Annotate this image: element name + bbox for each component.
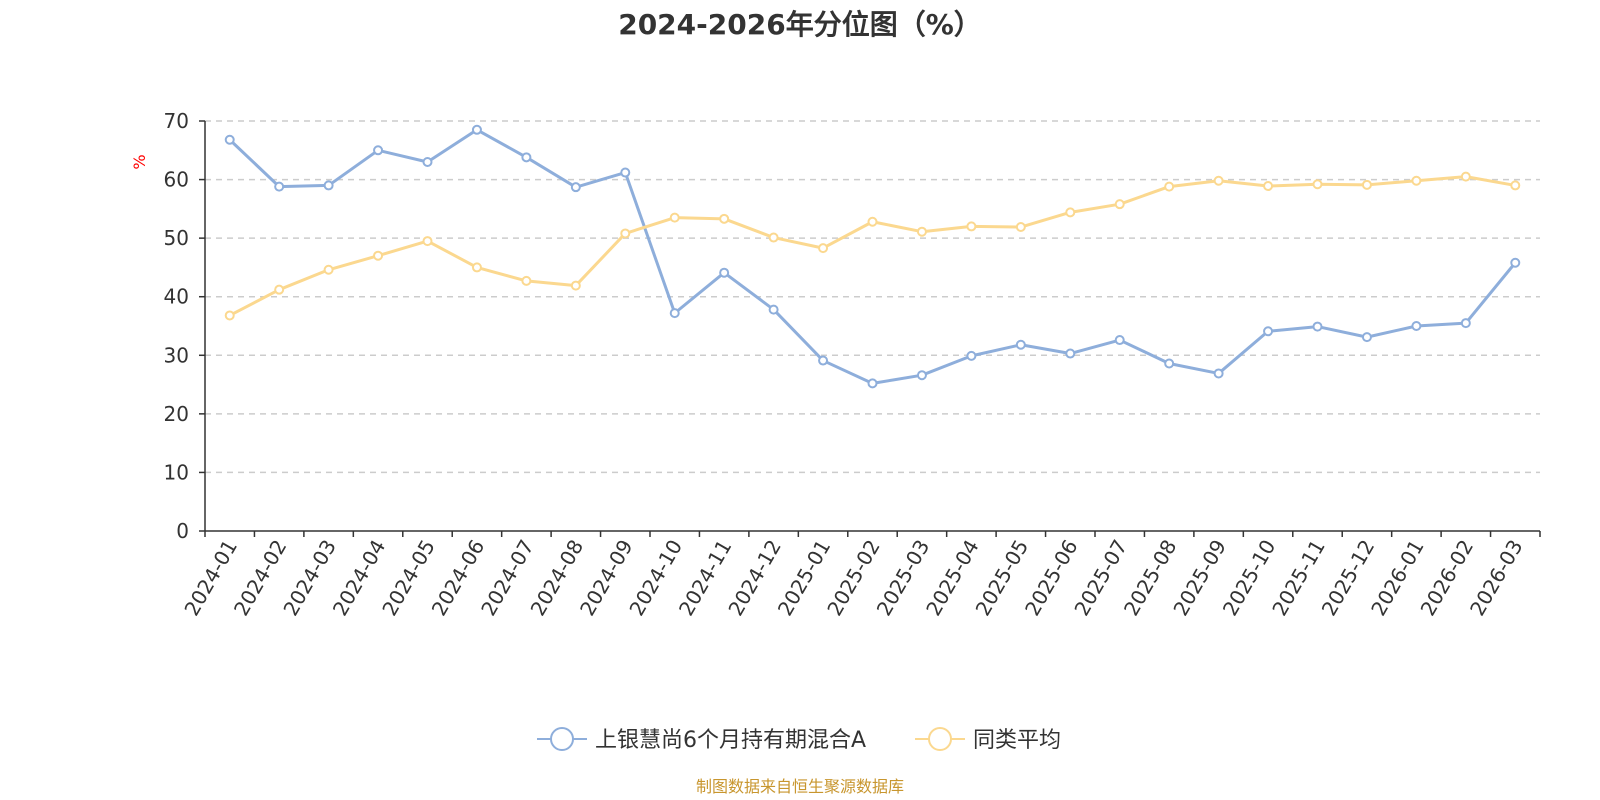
data-point xyxy=(373,250,384,261)
data-point xyxy=(1312,179,1323,190)
legend-marker xyxy=(550,727,574,751)
data-point xyxy=(570,182,581,193)
data-point xyxy=(1510,257,1521,268)
data-point xyxy=(966,350,977,361)
data-point xyxy=(1361,332,1372,343)
chart-title: 2024-2026年分位图（%） xyxy=(618,8,982,41)
data-point xyxy=(521,152,532,163)
data-point xyxy=(768,304,779,315)
y-tick-label: 40 xyxy=(164,285,189,309)
grid-lines xyxy=(205,120,1540,474)
y-tick-label: 10 xyxy=(164,460,189,484)
data-point xyxy=(422,236,433,247)
series-1 xyxy=(224,171,1521,321)
data-point xyxy=(916,370,927,381)
data-point xyxy=(1015,339,1026,350)
data-point xyxy=(323,264,334,275)
y-tick-label: 60 xyxy=(164,168,189,192)
data-point xyxy=(1263,181,1274,192)
y-axis-unit: % xyxy=(130,154,149,169)
data-point xyxy=(224,310,235,321)
legend-marker xyxy=(928,727,952,751)
data-point xyxy=(471,124,482,135)
data-point xyxy=(966,221,977,232)
data-point xyxy=(620,167,631,178)
data-point xyxy=(1460,318,1471,329)
legend-label: 上银慧尚6个月持有期混合A xyxy=(595,728,866,753)
series-line xyxy=(228,128,1517,385)
data-point xyxy=(323,180,334,191)
data-point xyxy=(1411,175,1422,186)
data-point xyxy=(1213,175,1224,186)
data-point xyxy=(1065,207,1076,218)
series-layer xyxy=(224,124,1521,389)
data-point xyxy=(867,216,878,227)
data-point xyxy=(521,275,532,286)
data-point xyxy=(1213,368,1224,379)
data-point xyxy=(1510,180,1521,191)
data-point xyxy=(1114,199,1125,210)
data-point xyxy=(471,262,482,273)
series-line xyxy=(229,175,1516,317)
data-point xyxy=(1361,179,1372,190)
data-point xyxy=(1312,321,1323,332)
source-note: 制图数据来自恒生聚源数据库 xyxy=(696,777,904,796)
data-point xyxy=(1263,326,1274,337)
data-point xyxy=(916,226,927,237)
data-point xyxy=(570,280,581,291)
data-point xyxy=(1411,321,1422,331)
y-tick-label: 70 xyxy=(164,109,189,133)
data-point xyxy=(1015,222,1026,233)
data-point xyxy=(1065,348,1076,359)
y-tick-label: 30 xyxy=(164,343,189,367)
data-point xyxy=(669,308,680,319)
data-point xyxy=(818,243,829,254)
data-point xyxy=(620,228,631,239)
y-tick-label: 20 xyxy=(164,402,189,426)
data-point xyxy=(1114,335,1125,346)
data-point xyxy=(719,213,730,224)
data-point xyxy=(422,157,433,167)
legend-item-1: 同类平均 xyxy=(915,727,1061,753)
data-point xyxy=(768,232,779,243)
legend-label: 同类平均 xyxy=(973,728,1061,753)
data-point xyxy=(719,267,730,278)
data-point xyxy=(1164,181,1175,192)
series-0 xyxy=(224,124,1521,389)
data-point xyxy=(867,378,878,389)
axes xyxy=(204,121,1540,532)
x-axis-ticks: 2024-012024-022024-032024-042024-052024-… xyxy=(179,531,1541,620)
data-point xyxy=(373,145,384,156)
data-point xyxy=(818,355,829,366)
data-point xyxy=(1460,171,1471,182)
legend-item-0: 上银慧尚6个月持有期混合A xyxy=(537,727,866,753)
data-point xyxy=(274,181,285,192)
y-tick-label: 50 xyxy=(164,226,189,250)
legend: 上银慧尚6个月持有期混合A 同类平均 xyxy=(537,727,1061,753)
y-tick-label: 0 xyxy=(176,519,189,543)
y-axis-ticks: 0 10 20 30 40 50 60 70 xyxy=(164,109,205,543)
data-point xyxy=(274,284,285,295)
data-point xyxy=(669,212,680,223)
data-point xyxy=(1164,358,1175,369)
data-point xyxy=(224,134,235,145)
